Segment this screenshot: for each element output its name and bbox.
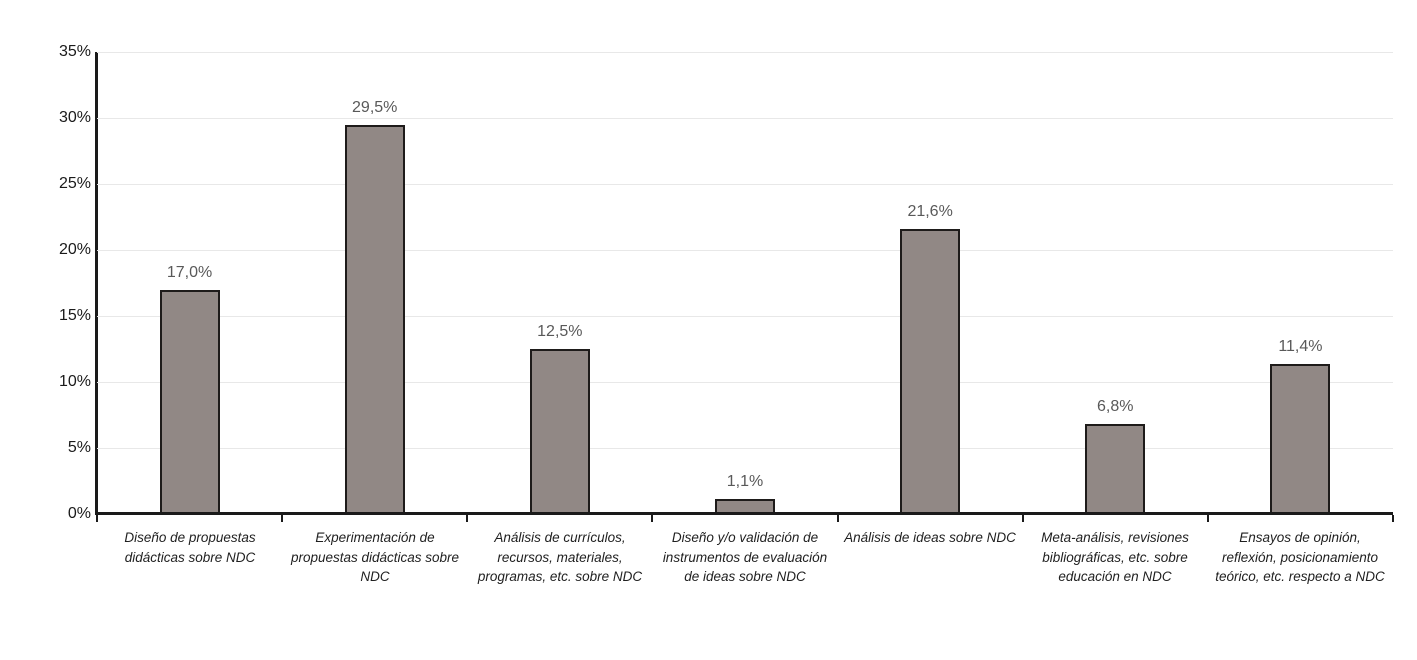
x-axis-tick <box>1392 515 1394 522</box>
bar <box>530 349 590 514</box>
x-axis-tick <box>1022 515 1024 522</box>
bar-value-label: 29,5% <box>352 99 398 116</box>
y-axis-tick-label: 25% <box>58 175 91 192</box>
bar-value-label: 6,8% <box>1097 398 1134 415</box>
y-axis-line <box>95 52 98 514</box>
gridline <box>97 249 1393 251</box>
y-axis-tick-label: 5% <box>67 439 91 456</box>
x-axis-tick <box>837 515 839 522</box>
gridline <box>97 51 1393 53</box>
bar <box>1270 364 1330 514</box>
y-axis-tick-label: 10% <box>58 373 91 390</box>
y-axis-tick-label: 20% <box>58 241 91 258</box>
x-axis-tick <box>651 515 653 522</box>
gridline <box>97 315 1393 317</box>
category-label: Análisis de ideas sobre NDC <box>844 530 1016 545</box>
bar <box>345 125 405 514</box>
gridline <box>97 381 1393 383</box>
bar-value-label: 21,6% <box>907 203 953 220</box>
category-label: Ensayos de opinión, reflexión, posiciona… <box>1215 530 1385 585</box>
x-axis-tick <box>466 515 468 522</box>
category-label: Experimentación de propuestas didácticas… <box>290 530 460 585</box>
bar-value-label: 12,5% <box>537 323 583 340</box>
bar <box>1085 424 1145 514</box>
gridline <box>97 183 1393 185</box>
y-axis-tick-label: 35% <box>58 43 91 60</box>
y-axis-tick-label: 0% <box>67 505 91 522</box>
category-label: Diseño y/o validación de instrumentos de… <box>662 530 828 585</box>
x-axis-line <box>95 512 1393 515</box>
x-axis-tick <box>96 515 98 522</box>
x-axis-tick <box>281 515 283 522</box>
category-label: Meta-análisis, revisiones bibliográficas… <box>1041 530 1189 585</box>
bar-value-label: 17,0% <box>166 264 213 281</box>
y-axis-tick-label: 30% <box>58 109 91 126</box>
category-label: Análisis de currículos, recursos, materi… <box>477 530 643 585</box>
gridline <box>97 447 1393 449</box>
bar-value-label: 1,1% <box>726 473 764 490</box>
plot-area: 17,0% 29,5% 12,5% 1,1% 21,6% 6,8% 11,4% <box>97 51 1393 514</box>
bar <box>900 229 960 514</box>
bar <box>160 290 220 514</box>
x-axis-tick <box>1207 515 1209 522</box>
category-label: Diseño de propuestas didácticas sobre ND… <box>124 530 256 565</box>
y-axis-tick-label: 15% <box>58 307 91 324</box>
gridline <box>97 117 1393 119</box>
bar-value-label: 11,4% <box>1278 338 1323 355</box>
